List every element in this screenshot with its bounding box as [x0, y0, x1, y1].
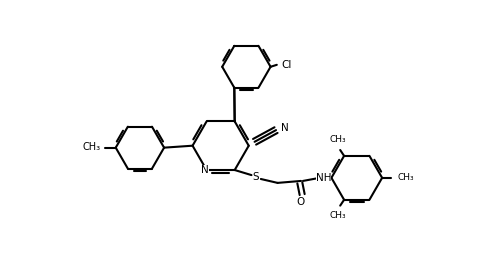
Text: N: N: [281, 123, 288, 133]
Text: CH₃: CH₃: [398, 173, 414, 182]
Text: CH₃: CH₃: [82, 142, 100, 152]
Text: S: S: [253, 172, 259, 182]
Text: O: O: [297, 198, 305, 207]
Text: CH₃: CH₃: [330, 135, 346, 144]
Text: Cl: Cl: [281, 60, 292, 70]
Text: N: N: [201, 165, 209, 175]
Text: NH: NH: [316, 173, 332, 183]
Text: CH₃: CH₃: [330, 211, 346, 221]
